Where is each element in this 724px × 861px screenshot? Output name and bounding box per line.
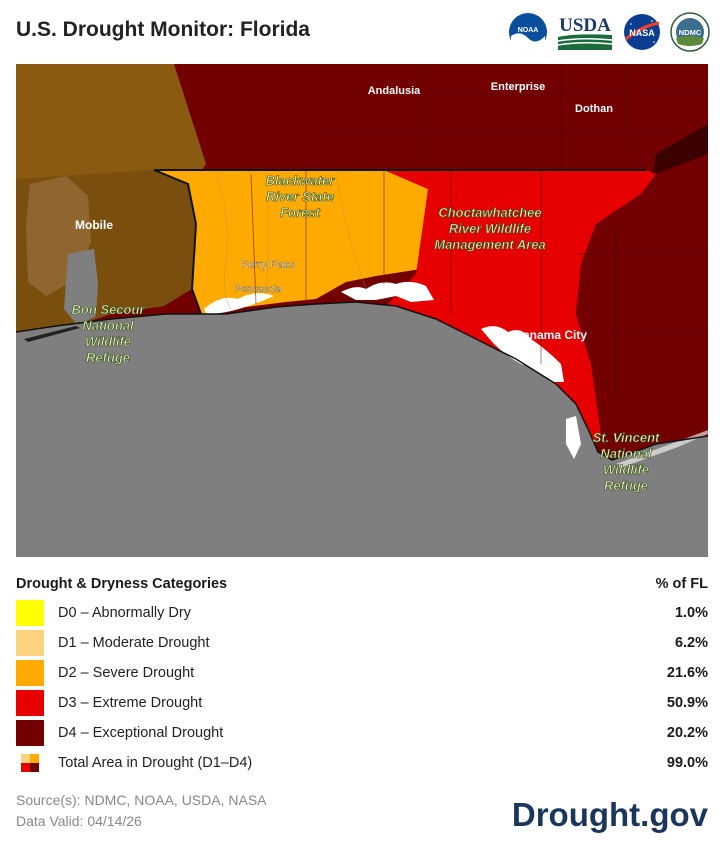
- legend-row-d0: D0 – Abnormally Dry 1.0%: [16, 598, 708, 628]
- legend-row-d3: D3 – Extreme Drought 50.9%: [16, 688, 708, 718]
- d0-label: D0 – Abnormally Dry: [58, 605, 191, 621]
- dauphin-island: [24, 326, 80, 342]
- st-vincent-label-2: National: [600, 446, 652, 461]
- drought-map[interactable]: Andalusia Enterprise Dothan Mobile Ferry…: [16, 64, 708, 557]
- city-label-mobile: Mobile: [75, 218, 113, 232]
- state-boundary-west: [153, 169, 202, 315]
- svg-text:NOAA: NOAA: [518, 27, 539, 34]
- total-pct: 99.0%: [666, 755, 708, 771]
- blackwater-label-1: Blackwater: [266, 173, 336, 188]
- d2-region: [154, 170, 428, 314]
- data-valid-text: Data Valid: 04/14/26: [16, 813, 142, 829]
- d0-pct: 1.0%: [674, 605, 708, 621]
- svg-text:USDA: USDA: [559, 15, 611, 36]
- bon-secour-label-2: National: [82, 318, 134, 333]
- d4-pct: 20.2%: [666, 725, 708, 741]
- mobile-bay: [64, 249, 98, 326]
- city-label-dothan: Dothan: [575, 103, 613, 115]
- legend: Drought & Dryness Categories % of FL D0 …: [16, 570, 708, 778]
- d2-pct: 21.6%: [666, 665, 708, 681]
- source-text: Source(s): NDMC, NOAA, USDA, NASA: [16, 792, 267, 808]
- st-joseph-bay: [566, 416, 581, 459]
- protected-area-labels: Blackwater River State Forest Choctawhat…: [71, 173, 660, 494]
- legend-row-d1: D1 – Moderate Drought 6.2%: [16, 628, 708, 658]
- svg-text:NASA: NASA: [629, 28, 655, 38]
- d2-swatch: [16, 660, 44, 686]
- legend-title: Drought & Dryness Categories: [16, 576, 228, 592]
- rivers: [215, 173, 367, 310]
- d0-swatch: [16, 600, 44, 626]
- blackwater-label-3: Forest: [280, 205, 320, 220]
- legend-row-total: Total Area in Drought (D1–D4) 99.0%: [16, 748, 708, 778]
- st-vincent-label-3: Wildlife: [603, 462, 649, 477]
- city-label-pensacola: Pensacola: [235, 284, 282, 295]
- ndmc-logo[interactable]: NDMC: [670, 12, 710, 52]
- st-andrew-bay: [481, 326, 564, 382]
- choctawhatchee-label-3: Management Area: [434, 237, 546, 252]
- d3-pct: 50.9%: [666, 695, 708, 711]
- total-swatch-icon: [16, 750, 44, 776]
- d3-label: D3 – Extreme Drought: [58, 695, 203, 711]
- st-vincent-label-4: Refuge: [604, 478, 648, 493]
- coastline: [16, 301, 708, 461]
- bon-secour-label-1: Bon Secour: [72, 302, 146, 317]
- city-label-panama-city: Panama City: [515, 328, 587, 342]
- d3-region: [384, 170, 656, 449]
- d1-pct: 6.2%: [674, 635, 708, 651]
- header: U.S. Drought Monitor: Florida NOAA USDA …: [0, 0, 724, 62]
- d4-label: D4 – Exceptional Drought: [58, 725, 224, 741]
- city-label-ferry-pass: Ferry Pass: [241, 259, 295, 271]
- d1-label: D1 – Moderate Drought: [58, 635, 210, 651]
- legend-header: Drought & Dryness Categories % of FL: [16, 570, 708, 598]
- nasa-logo[interactable]: NASA: [622, 12, 662, 52]
- d1-swatch: [16, 630, 44, 656]
- city-label-andalusia: Andalusia: [368, 85, 421, 97]
- st-vincent-label-1: St. Vincent: [593, 430, 660, 445]
- partner-logos: NOAA USDA NASA NDMC: [508, 12, 710, 52]
- legend-row-d4: D4 – Exceptional Drought 20.2%: [16, 718, 708, 748]
- footer: Source(s): NDMC, NOAA, USDA, NASA Data V…: [16, 790, 267, 832]
- choctawhatchee-label-2: River Wildlife: [449, 221, 531, 236]
- d2-label: D2 – Severe Drought: [58, 665, 195, 681]
- county-lines: [250, 64, 708, 404]
- alabama-brown-region: [16, 64, 206, 184]
- legend-row-d2: D2 – Severe Drought 21.6%: [16, 658, 708, 688]
- svg-text:NDMC: NDMC: [679, 28, 702, 37]
- page-title: U.S. Drought Monitor: Florida: [16, 18, 310, 41]
- d3-swatch: [16, 690, 44, 716]
- legend-pct-heading: % of FL: [655, 576, 708, 592]
- city-label-enterprise: Enterprise: [491, 81, 545, 93]
- blackwater-label-2: River State: [266, 189, 334, 204]
- total-label: Total Area in Drought (D1–D4): [58, 755, 253, 771]
- drought-gov-link[interactable]: Drought.gov: [511, 796, 708, 833]
- gulf-of-mexico: [16, 302, 708, 557]
- bon-secour-label-4: Refuge: [86, 350, 130, 365]
- choctawhatchee-bay: [341, 281, 434, 302]
- noaa-logo[interactable]: NOAA: [508, 12, 548, 52]
- pensacola-bay: [204, 293, 274, 314]
- usda-logo[interactable]: USDA: [556, 12, 614, 52]
- d4-swatch: [16, 720, 44, 746]
- bon-secour-label-3: Wildlife: [85, 334, 131, 349]
- choctawhatchee-label-1: Choctawhatchee: [438, 205, 541, 220]
